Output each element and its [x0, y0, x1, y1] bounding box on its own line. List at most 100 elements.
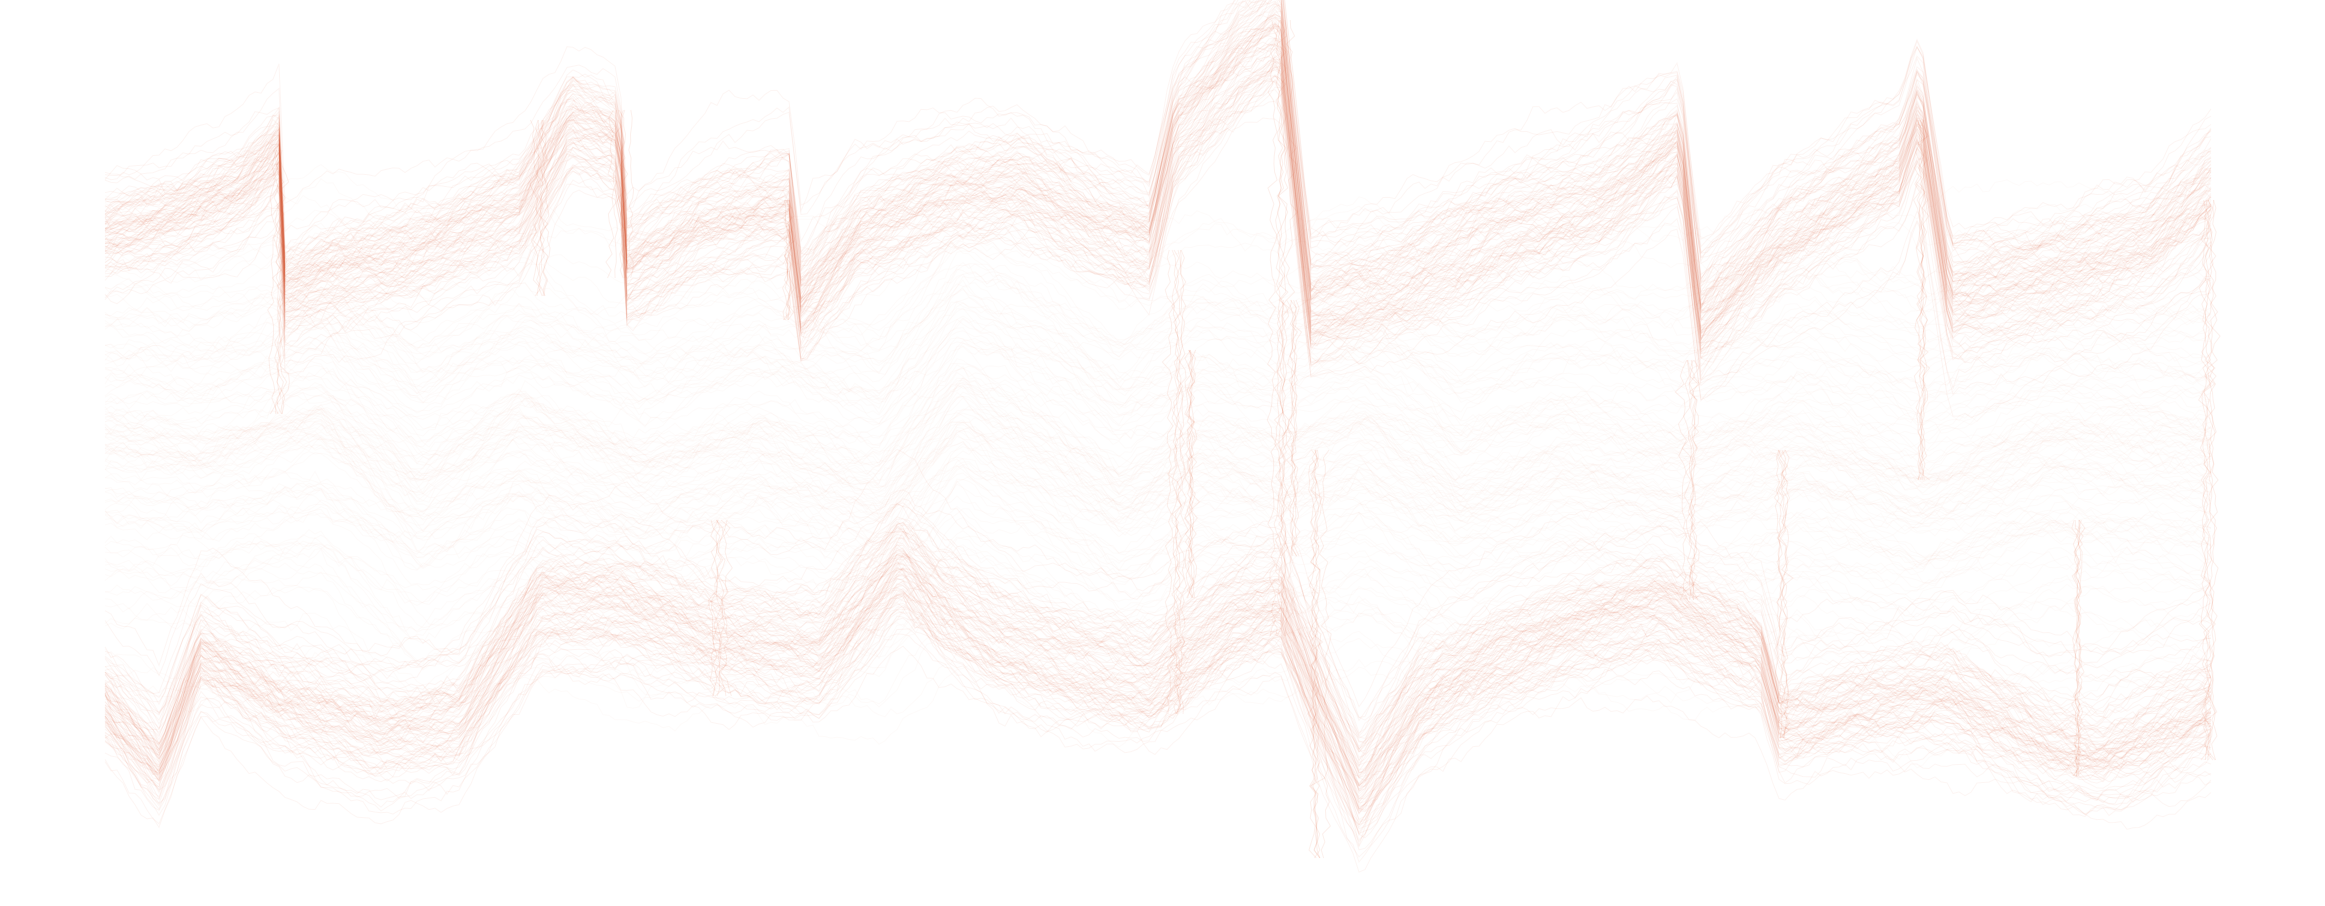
- streak-stroke: [1277, 19, 1290, 637]
- texture-stroke: [104, 14, 2212, 309]
- texture-stroke: [104, 513, 2212, 757]
- texture-stroke: [104, 13, 2212, 313]
- streak-stroke: [1187, 349, 1198, 599]
- texture-stroke: [104, 69, 2212, 363]
- texture-stroke: [104, 24, 2212, 302]
- texture-stroke: [104, 481, 2212, 708]
- texture-stroke: [104, 15, 2212, 301]
- texture-stroke: [104, 16, 2212, 323]
- streak-stroke: [273, 149, 285, 415]
- streak-stroke: [783, 199, 795, 321]
- texture-stroke: [104, 573, 2212, 848]
- texture-stroke: [104, 79, 2212, 368]
- streak-stroke: [1288, 299, 1301, 557]
- streak-stroke: [2071, 519, 2084, 777]
- texture-stroke: [104, 533, 2212, 750]
- streak-stroke: [628, 109, 635, 279]
- texture-stroke: [104, 559, 2212, 826]
- texture-stroke: [104, 26, 2212, 347]
- texture-stroke: [104, 0, 2212, 309]
- texture-stroke: [104, 8, 2212, 295]
- streak-stroke: [710, 519, 722, 697]
- texture-stroke: [104, 606, 2212, 829]
- texture-stroke: [104, 554, 2212, 792]
- streak-stroke: [271, 149, 283, 415]
- texture-stroke: [104, 0, 2212, 265]
- texture-stroke: [104, 448, 2212, 721]
- texture-stroke: [104, 75, 2212, 382]
- streak-stroke: [783, 199, 793, 321]
- texture-stroke: [104, 28, 2212, 305]
- texture-stroke: [105, 465, 2211, 577]
- texture-stroke: [104, 553, 2212, 800]
- texture-stroke: [104, 572, 2212, 781]
- texture-stroke: [104, 552, 2212, 808]
- texture-stroke: [104, 558, 2212, 777]
- streak-stroke: [1280, 299, 1289, 557]
- texture-stroke: [104, 10, 2212, 289]
- streak-stroke: [1774, 449, 1785, 739]
- texture-stroke: [104, 47, 2212, 340]
- streak-stroke: [612, 109, 623, 279]
- texture-stroke: [104, 580, 2212, 813]
- texture-stroke: [104, 547, 2212, 783]
- texture-stroke: [104, 117, 2212, 396]
- texture-stroke: [104, 0, 2212, 333]
- texture-stroke: [104, 568, 2212, 800]
- streak-stroke: [275, 149, 288, 415]
- texture-stroke: [104, 596, 2212, 839]
- texture-stroke: [104, 502, 2212, 719]
- texture-stroke: [104, 75, 2212, 379]
- texture-stroke: [104, 35, 2212, 318]
- texture-stroke: [104, 589, 2212, 830]
- streak-stroke: [2070, 519, 2084, 777]
- streak-stroke: [2207, 199, 2221, 761]
- texture-stroke: [104, 566, 2212, 803]
- texture-stroke: [104, 59, 2212, 342]
- streak-stroke: [1913, 119, 1924, 481]
- streak-stroke: [2200, 199, 2213, 761]
- texture-stroke: [104, 543, 2212, 772]
- streak-stroke: [1309, 449, 1326, 859]
- texture-stroke: [104, 526, 2212, 764]
- streak-stroke: [1915, 119, 1930, 481]
- streak-stroke: [1166, 249, 1182, 715]
- texture-stroke: [104, 604, 2212, 841]
- texture-stroke: [104, 0, 2212, 328]
- texture-stroke: [104, 13, 2212, 302]
- texture-stroke: [104, 523, 2212, 752]
- streak-stroke: [1917, 119, 1931, 481]
- texture-stroke: [104, 628, 2212, 873]
- streak-stroke: [1173, 249, 1187, 715]
- streak-stroke: [1674, 359, 1688, 601]
- texture-stroke: [104, 524, 2212, 762]
- texture-stroke: [104, 25, 2212, 311]
- texture-stroke: [104, 567, 2212, 807]
- streak-stroke: [720, 519, 733, 697]
- streak-stroke: [714, 519, 728, 697]
- streak-stroke: [2074, 519, 2085, 777]
- texture-stroke: [104, 586, 2212, 811]
- texture-stroke: [104, 623, 2212, 848]
- streak-stroke: [267, 149, 278, 415]
- texture-stroke: [104, 567, 2212, 795]
- streak-stroke: [1688, 359, 1699, 601]
- streak-stroke: [708, 519, 721, 697]
- texture-stroke: [104, 0, 2212, 312]
- texture-stroke: [104, 26, 2212, 344]
- texture-stroke: [104, 588, 2212, 804]
- texture-stroke: [104, 524, 2212, 753]
- streak-stroke: [1170, 249, 1183, 715]
- texture-stroke: [104, 520, 2212, 768]
- texture-stroke: [104, 5, 2212, 293]
- texture-stroke: [104, 27, 2212, 303]
- streak-stroke: [782, 199, 791, 321]
- streak-stroke: [1915, 119, 1926, 481]
- texture-stroke: [104, 89, 2212, 382]
- texture-stroke: [104, 593, 2212, 843]
- texture-stroke: [104, 608, 2212, 864]
- texture-stroke: [104, 582, 2212, 792]
- texture-stroke: [104, 556, 2212, 779]
- texture-stroke: [104, 100, 2212, 419]
